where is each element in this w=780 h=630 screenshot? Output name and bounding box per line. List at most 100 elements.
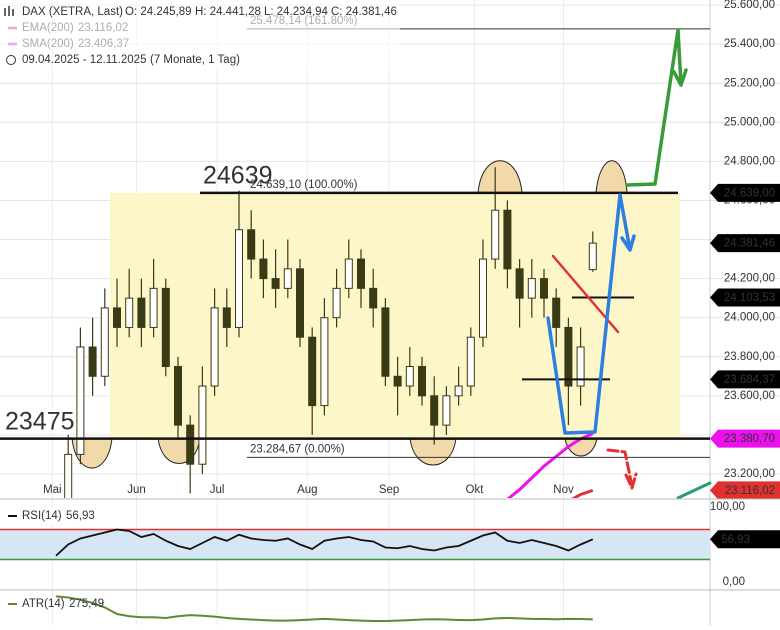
x-tick-label: Sep <box>379 484 399 496</box>
candle-body <box>125 297 134 328</box>
rsi-tick-label: 100,00 <box>710 501 745 513</box>
candle-body <box>283 268 292 289</box>
price-tag-label: 24.103,53 <box>724 292 775 304</box>
candle-body <box>332 287 341 319</box>
candle-body <box>442 395 451 426</box>
x-tick-label: Okt <box>466 484 485 496</box>
y-tick-label: 25.600,00 <box>724 0 775 11</box>
candle-body <box>552 297 561 328</box>
rsi-band <box>0 529 710 560</box>
candles <box>64 167 597 498</box>
atr-name: ATR(14) <box>22 598 65 610</box>
candle-body <box>369 287 378 309</box>
rsi-tag <box>710 530 780 549</box>
x-tick-label: Mai <box>43 484 62 496</box>
x-tick-label: Jul <box>210 484 225 496</box>
candle-body <box>137 297 146 328</box>
y-axis: 25.600,00 25.400,00 25.200,00 25.000,00 24.8… <box>43 0 780 500</box>
price-tag <box>710 288 780 307</box>
legend-bg <box>4 508 96 524</box>
candle-body <box>186 424 195 465</box>
candle-body <box>540 278 548 299</box>
level-annotation: 23475 <box>5 407 75 435</box>
candle-body <box>76 346 85 455</box>
price-tag <box>710 481 780 500</box>
legend-icon <box>4 6 14 16</box>
legend-period-note: (7 Monate, 1 Tag) <box>150 54 240 66</box>
legend-bg <box>0 0 400 68</box>
candle-body <box>491 209 500 260</box>
candle-body <box>454 385 463 397</box>
atr-panel: ATR(14) 275,49 <box>0 589 780 623</box>
candle-body <box>479 258 487 338</box>
candle-body <box>320 317 329 407</box>
legend-title: DAX (XETRA, Last) <box>22 6 123 18</box>
price-tag <box>710 370 780 389</box>
price-tag <box>710 234 780 253</box>
rsi-panel: 100,00 0,00 56,93 RSI(14) 56,93 <box>0 498 780 588</box>
y-tick-label: 24.200,00 <box>724 273 775 285</box>
candle-body <box>418 366 426 397</box>
range-rect <box>110 192 680 439</box>
teal-line <box>676 481 712 500</box>
candle-body <box>88 346 97 377</box>
y-tick-label: 23.600,00 <box>724 390 775 402</box>
candle-body <box>466 336 475 387</box>
candle-body <box>430 395 439 426</box>
rsi-tick-label: 0,00 <box>723 576 745 588</box>
candle-body <box>100 307 109 377</box>
green-arrow <box>625 28 688 187</box>
candle-body <box>113 307 121 328</box>
clock-icon <box>6 55 16 65</box>
price-tag-label: 24.639,00 <box>724 187 775 199</box>
price-tag-label: 23.380,70 <box>724 433 775 445</box>
ma-line <box>506 432 594 498</box>
arc <box>409 437 457 466</box>
price-tag <box>710 183 780 202</box>
candle-body <box>161 287 170 368</box>
candle-body <box>247 229 256 260</box>
y-tick-label: 23.200,00 <box>724 468 775 480</box>
y-tick-label: 25.000,00 <box>724 116 775 128</box>
legend-ohlc: L: 24.234,94 <box>264 6 329 18</box>
price-tag-label: 23.684,37 <box>724 374 775 386</box>
candle-body <box>381 307 390 377</box>
range-box <box>110 192 680 439</box>
ma-line <box>571 488 594 498</box>
candle-body <box>235 229 243 328</box>
y-tick-label: 24.800,00 <box>724 155 775 167</box>
red-arrow <box>606 448 638 490</box>
legend-ohlc: O: 24.245,89 <box>125 6 192 18</box>
arc <box>477 160 523 194</box>
fib-label: 23.284,67 (0.00%) <box>250 443 345 455</box>
price-tag-label: 24.381,46 <box>724 238 775 250</box>
price-tag <box>710 429 780 448</box>
x-tick-label: Jun <box>127 484 146 496</box>
rsi-value: 56,93 <box>66 510 95 522</box>
candle-body <box>271 278 280 289</box>
drawings <box>546 28 712 500</box>
candle-body <box>503 209 512 270</box>
y-tick-label: 25.200,00 <box>724 77 775 89</box>
legend: DAX (XETRA, Last) O: 24.245,89 H: 24.441… <box>0 0 400 68</box>
fib-label: 24.639,10 (100.00%) <box>250 179 358 191</box>
arc <box>595 160 628 194</box>
candle-body <box>405 366 414 387</box>
candle-body <box>174 366 182 426</box>
candle-body <box>259 258 268 280</box>
x-tick-label: Nov <box>553 484 574 496</box>
candle-body <box>198 385 207 465</box>
candle-body <box>393 375 402 387</box>
candle-body <box>564 326 573 387</box>
atr-line <box>55 595 593 623</box>
price-tag-label: 23.116,02 <box>725 485 775 497</box>
candle-body <box>210 307 219 387</box>
candle-body <box>308 336 317 407</box>
candle-body <box>357 258 365 289</box>
candle-body <box>149 287 158 328</box>
rsi-tag-label: 56,93 <box>721 534 750 546</box>
candle-body <box>588 242 597 271</box>
x-tick-label: Aug <box>297 484 317 496</box>
blue-arrow <box>546 193 636 435</box>
